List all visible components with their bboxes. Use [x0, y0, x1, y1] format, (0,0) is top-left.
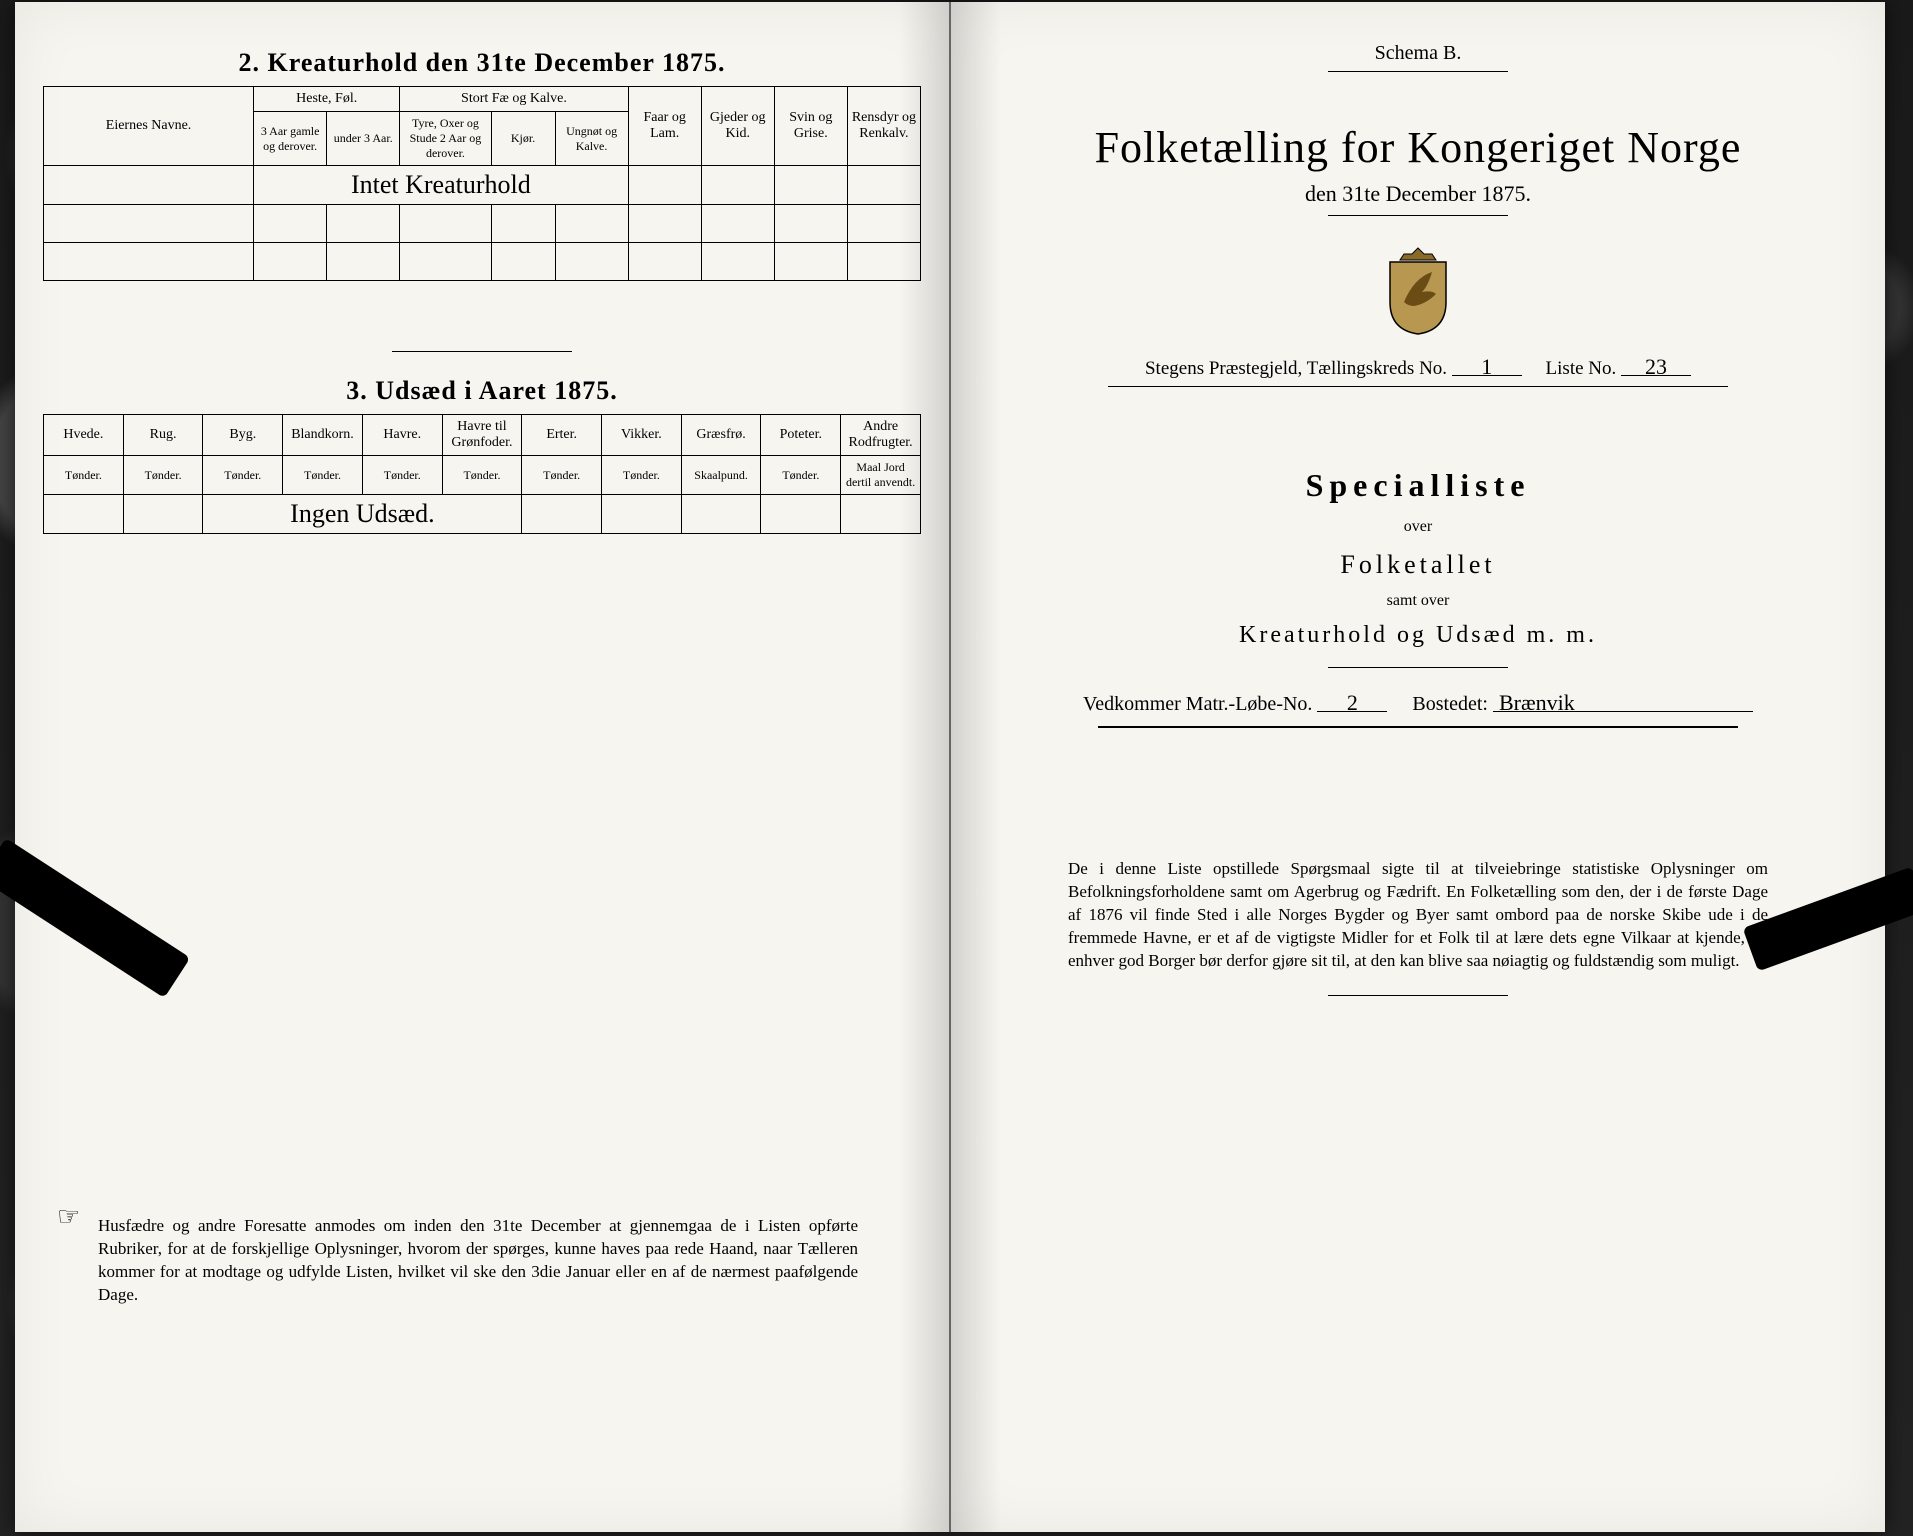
t3-c3: Blandkorn. — [283, 415, 363, 456]
t3-u1: Tønder. — [123, 456, 203, 495]
left-page: 2. Kreaturhold den 31te December 1875. E… — [15, 2, 950, 1532]
t3-row1: Ingen Udsæd. — [44, 495, 921, 534]
divider-1 — [392, 351, 572, 352]
t2-stort-a: Tyre, Oxer og Stude 2 Aar og derover. — [400, 112, 491, 166]
title-rule — [1328, 215, 1508, 216]
coat-of-arms-icon — [1378, 246, 1458, 336]
kreds-line: Stegens Præstegjeld, Tællingskreds No. 1… — [979, 354, 1857, 380]
t3-u3: Tønder. — [283, 456, 363, 495]
t3-hand: Ingen Udsæd. — [203, 495, 522, 534]
t3-c6: Erter. — [522, 415, 602, 456]
t3-u9: Tønder. — [761, 456, 841, 495]
table2-wrap: Eiernes Navne. Heste, Føl. Stort Fæ og K… — [43, 86, 921, 281]
over-label: over — [979, 518, 1857, 536]
section2-title: 2. Kreaturhold den 31te December 1875. — [43, 48, 921, 78]
table2: Eiernes Navne. Heste, Føl. Stort Fæ og K… — [43, 86, 921, 281]
t3-u4: Tønder. — [362, 456, 442, 495]
clip-left — [0, 838, 190, 998]
t3-c8: Græsfrø. — [681, 415, 761, 456]
t2-heste-a: 3 Aar gamle og derover. — [254, 112, 327, 166]
vedk-line: Vedkommer Matr.-Løbe-No. 2 Bostedet: Bræ… — [979, 690, 1857, 716]
right-footer-note: De i denne Liste opstillede Spørgsmaal s… — [1068, 858, 1768, 973]
kreatur-line: Kreaturhold og Udsæd m. m. — [979, 622, 1857, 649]
t3-units: Tønder. Tønder. Tønder. Tønder. Tønder. … — [44, 456, 921, 495]
t3-u8: Skaalpund. — [681, 456, 761, 495]
vedk-rule — [1098, 726, 1738, 728]
census-subtitle: den 31te December 1875. — [979, 181, 1857, 207]
t2-stort-c: Ungnøt og Kalve. — [555, 112, 628, 166]
t2-col-faar: Faar og Lam. — [628, 87, 701, 166]
schema-rule — [1328, 71, 1508, 72]
census-title: Folketælling for Kongeriget Norge — [979, 122, 1857, 173]
t3-c4: Havre. — [362, 415, 442, 456]
kreds-no: 1 — [1452, 354, 1522, 376]
t3-head: Hvede. Rug. Byg. Blandkorn. Havre. Havre… — [44, 415, 921, 456]
specialliste: Specialliste — [979, 467, 1857, 504]
pointer-hand-icon — [57, 1202, 89, 1224]
t3-c1: Rug. — [123, 415, 203, 456]
t3-u0: Tønder. — [44, 456, 124, 495]
table3-wrap: Hvede. Rug. Byg. Blandkorn. Havre. Havre… — [43, 414, 921, 534]
t3-u10: Maal Jord dertil anvendt. — [841, 456, 921, 495]
vedk-no: 2 — [1317, 690, 1387, 712]
liste-no: 23 — [1621, 354, 1691, 376]
t3-c0: Hvede. — [44, 415, 124, 456]
t3-c7: Vikker. — [602, 415, 682, 456]
t3-u5: Tønder. — [442, 456, 522, 495]
samt-label: samt over — [979, 592, 1857, 610]
t2-row3 — [44, 243, 921, 281]
t3-u2: Tønder. — [203, 456, 283, 495]
t3-u7: Tønder. — [602, 456, 682, 495]
table3: Hvede. Rug. Byg. Blandkorn. Havre. Havre… — [43, 414, 921, 534]
t2-grp-heste: Heste, Føl. — [254, 87, 400, 112]
t2-head-row1: Eiernes Navne. Heste, Føl. Stort Fæ og K… — [44, 87, 921, 112]
t3-c5: Havre til Grønfoder. — [442, 415, 522, 456]
t2-col-gjeder: Gjeder og Kid. — [701, 87, 774, 166]
t2-row2 — [44, 205, 921, 243]
gutter-shadow-right — [951, 2, 1001, 1532]
left-footer-note: Husfædre og andre Foresatte anmodes om i… — [98, 1215, 858, 1307]
t2-col-svin: Svin og Grise. — [774, 87, 847, 166]
open-book: 2. Kreaturhold den 31te December 1875. E… — [15, 2, 1885, 1532]
t2-hand: Intet Kreaturhold — [254, 166, 629, 205]
end-rule — [1328, 995, 1508, 996]
t3-c10: Andre Rodfrugter. — [841, 415, 921, 456]
t2-col-rens: Rensdyr og Renkalv. — [847, 87, 920, 166]
vedk-label: Vedkommer Matr.-Løbe-No. — [1083, 693, 1312, 715]
t2-stort-b: Kjør. — [491, 112, 555, 166]
t3-c2: Byg. — [203, 415, 283, 456]
t3-c9: Poteter. — [761, 415, 841, 456]
folketallet: Folketallet — [979, 550, 1857, 580]
liste-label: Liste No. — [1546, 358, 1617, 379]
right-page: Schema B. Folketælling for Kongeriget No… — [950, 2, 1885, 1532]
bostedet-label: Bostedet: — [1412, 693, 1488, 715]
t2-grp-stort: Stort Fæ og Kalve. — [400, 87, 628, 112]
section3-title: 3. Udsæd i Aaret 1875. — [43, 376, 921, 406]
t2-heste-b: under 3 Aar. — [327, 112, 400, 166]
kreds-prefix: Stegens Præstegjeld, Tællingskreds No. — [1145, 358, 1447, 379]
t2-col-eier: Eiernes Navne. — [44, 87, 254, 166]
schema-label: Schema B. — [979, 42, 1857, 65]
t2-row1: Intet Kreaturhold — [44, 166, 921, 205]
kreds-rule — [1108, 386, 1728, 387]
mid-rule — [1328, 667, 1508, 668]
t3-u6: Tønder. — [522, 456, 602, 495]
bostedet-val: Brænvik — [1493, 690, 1753, 712]
